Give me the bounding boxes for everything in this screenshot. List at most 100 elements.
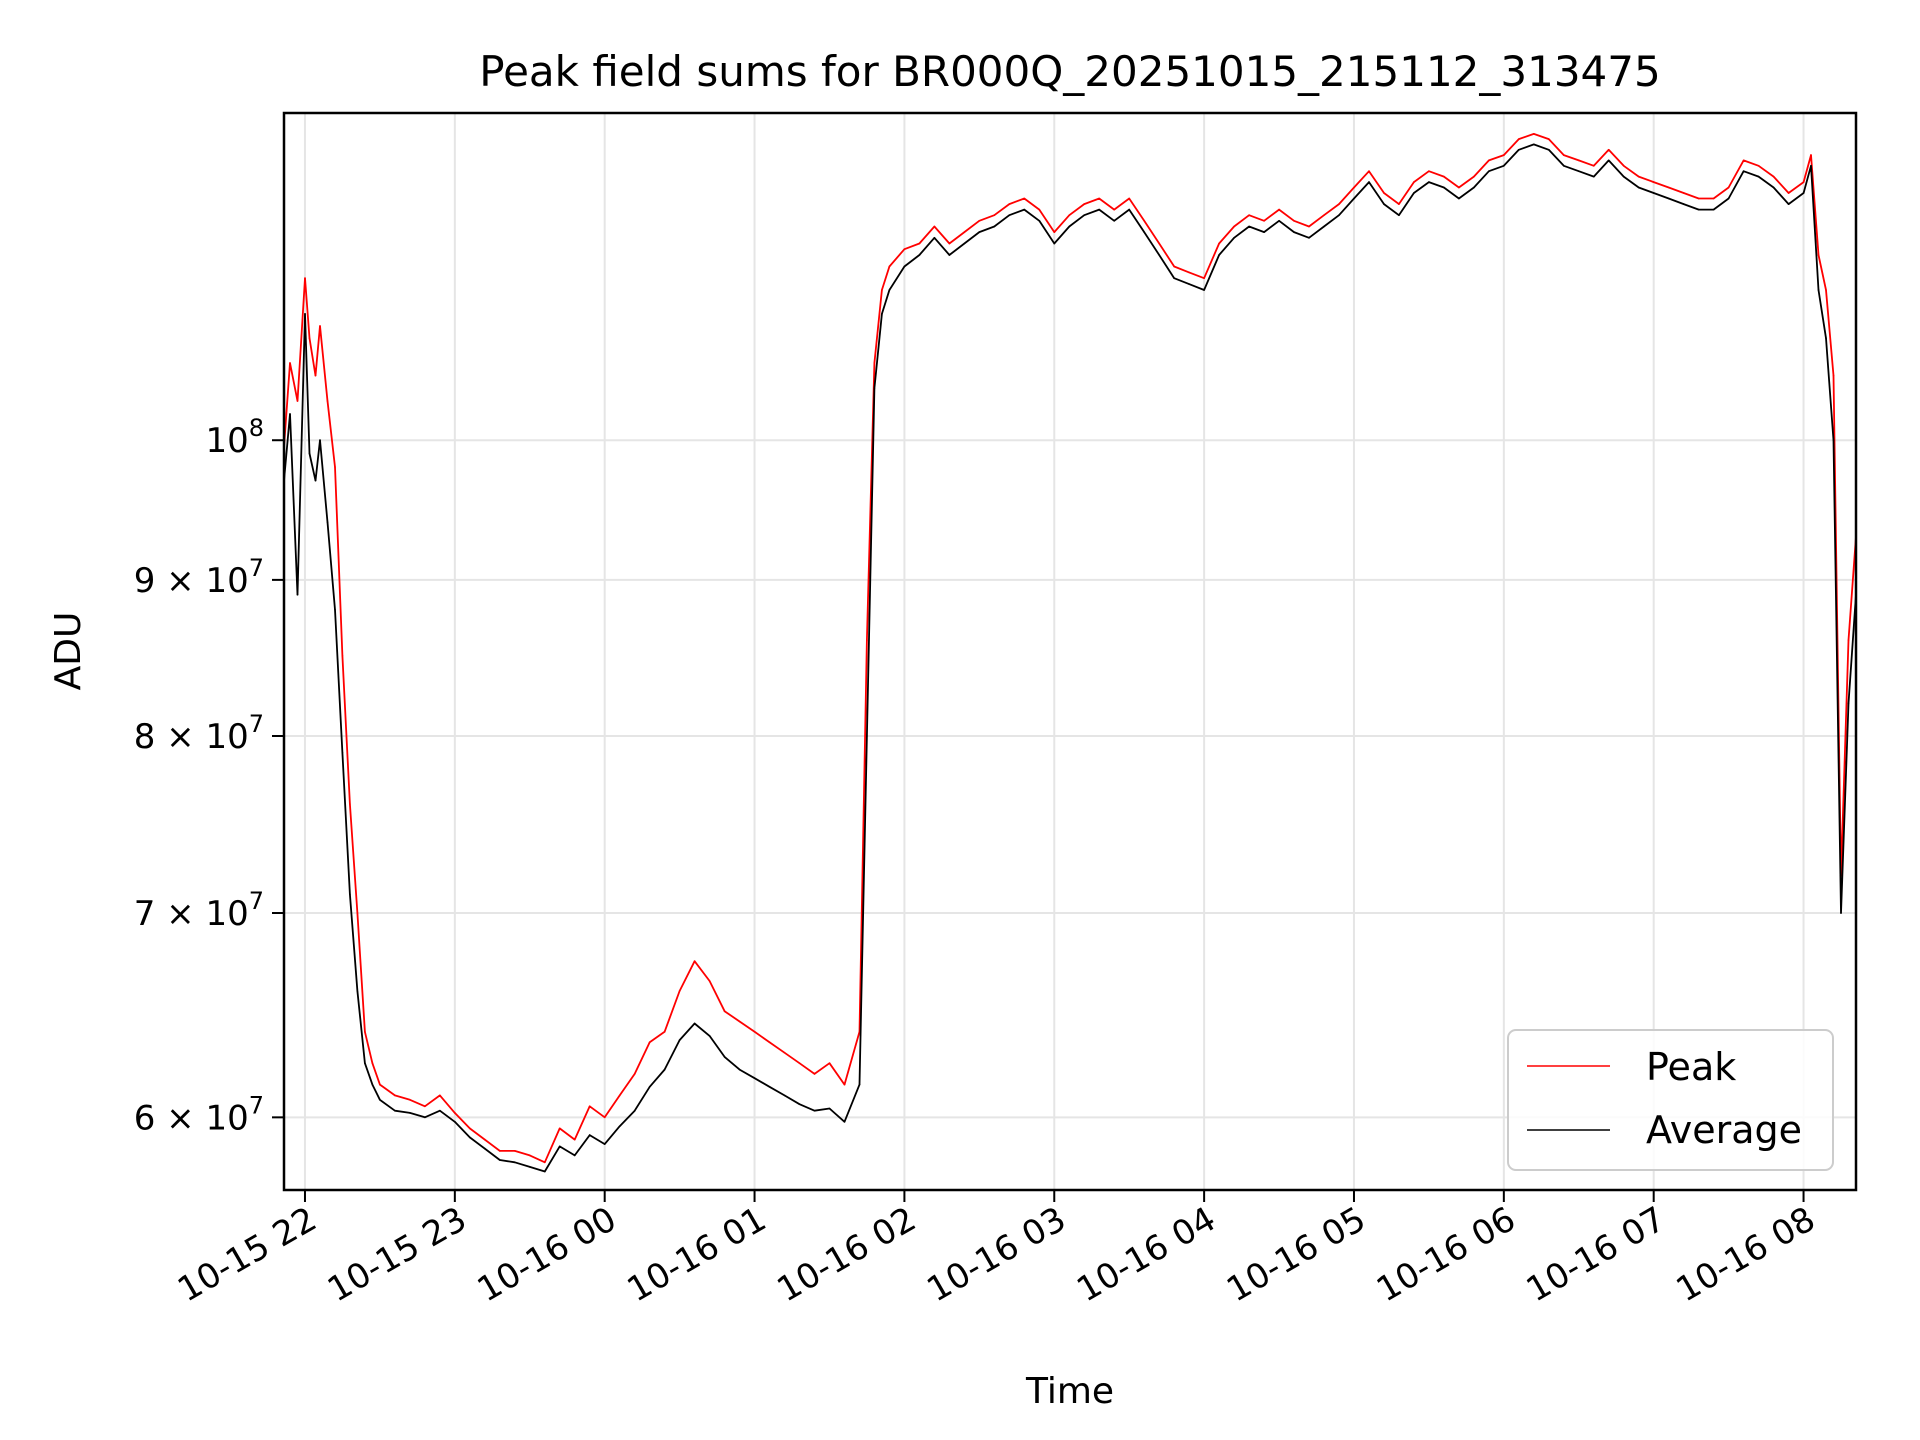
data-point-peak xyxy=(723,1010,726,1012)
data-point-average xyxy=(618,1125,621,1127)
data-point-peak xyxy=(1368,170,1370,172)
data-point-average xyxy=(1263,231,1265,233)
data-point-average xyxy=(933,237,936,239)
data-point-peak xyxy=(1458,186,1460,189)
data-point-average xyxy=(1413,192,1415,194)
data-point-peak xyxy=(314,374,317,377)
data-point-peak xyxy=(341,654,344,657)
data-point-peak xyxy=(1143,220,1145,222)
data-point-average xyxy=(663,1068,666,1071)
data-point-peak xyxy=(1533,133,1535,135)
data-point-average xyxy=(1368,181,1370,183)
data-point-peak xyxy=(454,1112,456,1114)
data-point-average xyxy=(1652,192,1655,194)
data-point-peak xyxy=(394,1094,396,1097)
data-point-peak xyxy=(1308,225,1310,228)
data-point-average xyxy=(1218,254,1220,256)
data-point-peak xyxy=(1338,203,1340,205)
data-point-peak xyxy=(439,1094,441,1097)
data-point-peak xyxy=(349,803,351,805)
data-point-average xyxy=(379,1099,381,1101)
data-point-average xyxy=(1023,208,1026,211)
data-point-peak xyxy=(1428,170,1430,172)
data-point-average xyxy=(813,1109,816,1112)
data-point-peak xyxy=(1825,289,1827,291)
data-point-average xyxy=(1068,225,1071,228)
data-point-peak xyxy=(326,400,329,402)
data-point-peak xyxy=(1218,242,1220,245)
legend: Peak Average xyxy=(1507,1029,1834,1171)
data-point-peak xyxy=(866,639,868,641)
data-point-average xyxy=(326,521,329,523)
data-point-average xyxy=(1563,165,1565,167)
data-point-peak xyxy=(1248,214,1250,216)
data-point-average xyxy=(903,265,906,268)
plot-frame xyxy=(282,111,1858,1192)
data-point-peak xyxy=(678,990,681,992)
data-point-average xyxy=(1038,220,1041,222)
data-point-average xyxy=(1083,214,1085,216)
data-point-peak xyxy=(843,1083,846,1086)
data-point-peak xyxy=(1113,208,1115,211)
data-point-peak xyxy=(469,1127,471,1130)
data-point-peak xyxy=(1023,197,1026,200)
data-point-average xyxy=(1383,203,1385,205)
data-point-average xyxy=(1825,337,1827,340)
data-point-peak xyxy=(618,1094,621,1097)
data-point-peak xyxy=(1083,203,1085,205)
data-point-peak xyxy=(1398,203,1400,205)
data-point-average xyxy=(544,1170,546,1173)
data-point-average xyxy=(1323,225,1325,228)
data-point-peak xyxy=(633,1073,636,1075)
data-point-average xyxy=(499,1159,501,1161)
data-point-average xyxy=(1203,289,1205,291)
data-point-peak xyxy=(1098,197,1100,200)
data-point-average xyxy=(1008,214,1011,216)
data-point-peak xyxy=(1233,225,1235,228)
data-point-peak xyxy=(356,912,359,914)
data-point-average xyxy=(1622,175,1625,178)
data-point-average xyxy=(1293,231,1295,233)
data-point-average xyxy=(1832,439,1835,442)
legend-peak-label: Peak xyxy=(1646,1045,1736,1089)
data-point-average xyxy=(1353,197,1355,200)
data-point-average xyxy=(1488,170,1490,172)
data-point-peak xyxy=(544,1161,546,1164)
data-point-average xyxy=(1308,237,1310,239)
data-point-peak xyxy=(753,1031,756,1033)
data-point-peak xyxy=(308,337,311,340)
data-point-average xyxy=(319,439,321,442)
data-point-average xyxy=(693,1022,696,1025)
data-point-average xyxy=(1578,170,1580,172)
data-point-peak xyxy=(881,289,883,291)
data-point-peak xyxy=(1128,197,1130,200)
data-point-average xyxy=(963,242,966,245)
data-point-average xyxy=(1637,186,1640,189)
data-point-peak xyxy=(1548,138,1550,140)
data-point-average xyxy=(978,231,981,233)
data-point-average xyxy=(1757,175,1760,178)
legend-average-label: Average xyxy=(1646,1108,1802,1152)
y-axis-label: ADU xyxy=(48,612,89,691)
data-point-average xyxy=(469,1136,471,1139)
data-point-peak xyxy=(1323,214,1325,216)
data-point-peak xyxy=(918,242,921,245)
data-point-peak xyxy=(1622,165,1625,167)
plot-area-background xyxy=(284,113,1856,1190)
data-point-peak xyxy=(1353,186,1355,189)
data-point-peak xyxy=(888,265,891,268)
data-point-average xyxy=(573,1154,576,1157)
data-point-peak xyxy=(424,1105,426,1108)
data-point-peak xyxy=(289,362,291,364)
data-point-peak xyxy=(1757,165,1760,167)
data-point-peak xyxy=(379,1083,381,1086)
data-point-peak xyxy=(514,1150,516,1152)
data-point-peak xyxy=(1727,186,1730,189)
data-point-peak xyxy=(813,1073,816,1075)
data-point-average xyxy=(873,387,876,390)
data-point-average xyxy=(1742,170,1745,172)
data-point-peak xyxy=(1053,231,1056,233)
data-point-average xyxy=(1443,186,1445,189)
data-point-average xyxy=(633,1109,636,1112)
